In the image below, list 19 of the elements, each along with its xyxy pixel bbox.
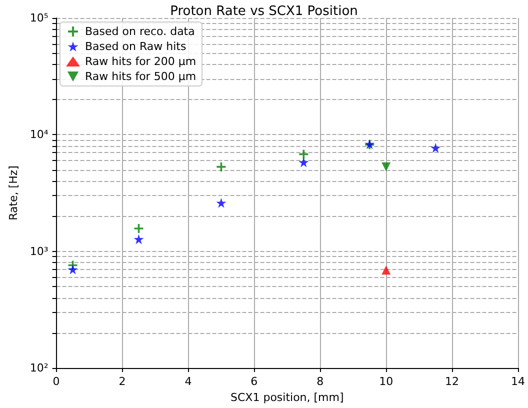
legend-label: Raw hits for 500 μm: [85, 70, 196, 83]
x-tick-label: 12: [445, 375, 460, 388]
x-tick-label: 6: [250, 375, 258, 388]
y-axis-title: Rate, [Hz]: [7, 166, 20, 220]
x-tick-label: 4: [184, 375, 192, 388]
y-tick-label: 10³: [30, 244, 48, 258]
legend-label: Based on reco. data: [85, 25, 195, 38]
chart-title: Proton Rate vs SCX1 Position: [170, 4, 358, 19]
x-tick-label: 0: [52, 375, 60, 388]
y-tick-label: 10⁵: [30, 12, 48, 24]
x-tick-label: 2: [118, 375, 126, 388]
legend-label: Raw hits for 200 μm: [85, 55, 196, 68]
x-tick-label: 10: [379, 375, 394, 388]
y-tick-label: 10²: [30, 362, 48, 374]
x-tick-label: 8: [316, 375, 324, 388]
legend-label: Based on Raw hits: [85, 40, 186, 53]
x-axis-title: SCX1 position, [mm]: [230, 391, 344, 404]
x-tick-label: 14: [511, 375, 525, 388]
y-tick-label: 10⁴: [30, 128, 49, 142]
